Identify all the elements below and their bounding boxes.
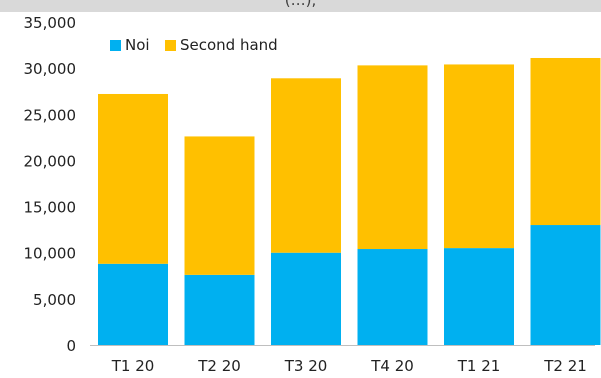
bar-segment (444, 248, 514, 345)
x-tick-label: T3 20 (284, 357, 328, 375)
bar-segment (184, 274, 255, 345)
x-tick-label: T4 20 (370, 357, 414, 375)
y-tick-label: 25,000 (24, 106, 77, 124)
chart-title-fragment: (…), (284, 0, 317, 9)
bar-segment (530, 225, 601, 345)
legend-label: Noi (125, 36, 150, 54)
bar-segment (530, 57, 601, 226)
x-tick-label: T1 21 (457, 357, 501, 375)
bar-segment (271, 252, 341, 345)
chart-title-bar: (…), (0, 0, 601, 12)
bar-segment (444, 64, 514, 249)
legend-swatch (165, 40, 176, 51)
legend-swatch (110, 40, 121, 51)
y-tick-label: 5,000 (33, 291, 76, 309)
y-tick-label: 20,000 (24, 152, 77, 170)
y-tick-label: 35,000 (24, 14, 77, 32)
x-axis-tick-labels: T1 20 T2 20 T3 20 T4 20 T1 21 T2 21 (111, 357, 587, 375)
bar-segment (357, 65, 428, 250)
bar-segment (271, 78, 341, 253)
legend-label: Second hand (180, 36, 278, 54)
y-tick-label: 0 (66, 337, 76, 355)
y-tick-label: 15,000 (24, 199, 77, 217)
legend: Noi Second hand (110, 36, 278, 54)
bar-segment (98, 263, 168, 345)
bar-segment (184, 136, 255, 275)
x-tick-label: T2 20 (197, 357, 241, 375)
bar-segment (98, 93, 168, 264)
y-tick-label: 30,000 (24, 60, 77, 78)
x-tick-label: T1 20 (111, 357, 155, 375)
bars-group (98, 57, 601, 345)
x-tick-label: T2 21 (543, 357, 587, 375)
bar-segment (357, 249, 428, 345)
y-axis-tick-labels: 0 5,000 10,000 15,000 20,000 25,000 30,000 35,0… (24, 14, 77, 355)
y-tick-label: 10,000 (24, 245, 77, 263)
